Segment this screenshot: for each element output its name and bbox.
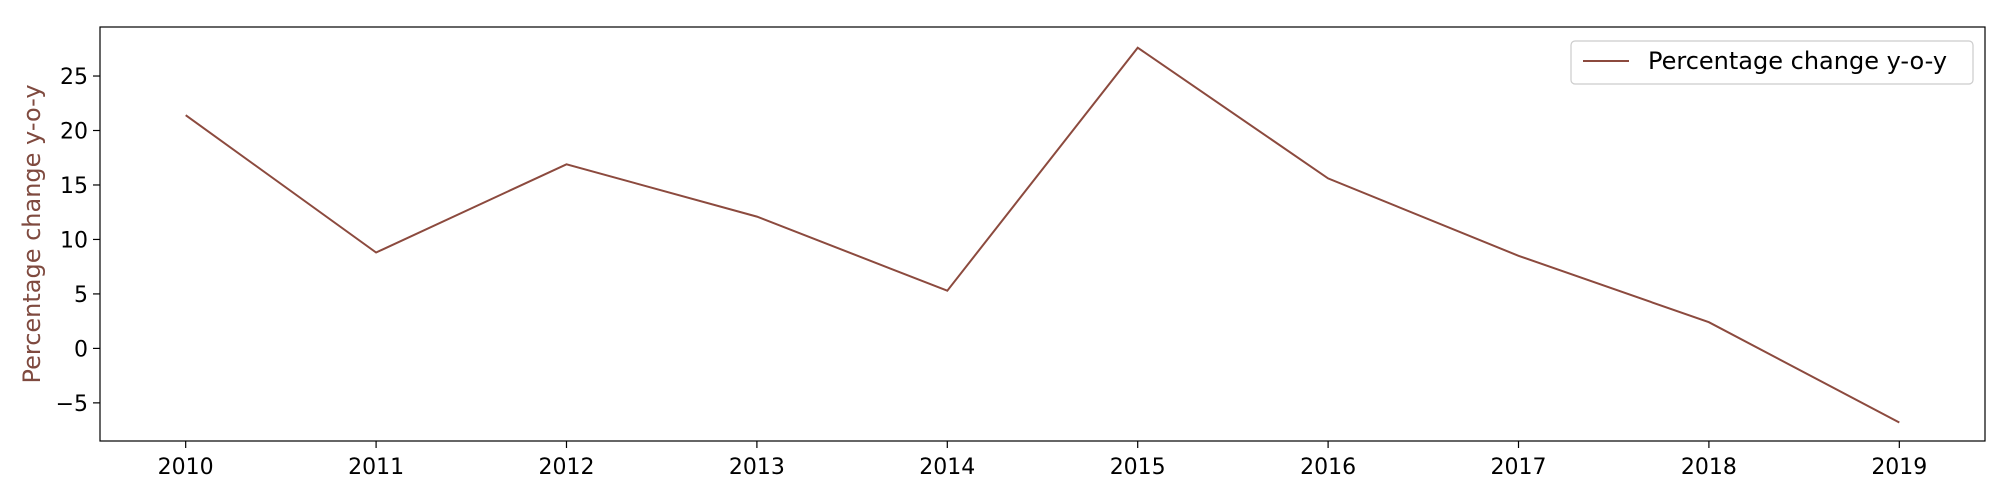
y-tick-label: −5: [56, 392, 88, 417]
y-tick-label: 0: [74, 337, 88, 362]
x-tick-label: 2013: [729, 455, 785, 480]
x-axis: 2010 2011 2012 2013 2014 2015 2016 2017 2018 2019: [158, 441, 1927, 480]
y-axis: −5 0 5 10 15 20 25: [56, 65, 100, 417]
x-tick-label: 2015: [1110, 455, 1166, 480]
y-tick-label: 15: [60, 174, 88, 199]
y-axis-title: Percentage change y-o-y: [18, 84, 46, 383]
x-tick-label: 2014: [919, 455, 975, 480]
y-tick-label: 20: [60, 120, 88, 145]
x-tick-label: 2017: [1491, 455, 1547, 480]
y-tick-label: 5: [74, 283, 88, 308]
y-tick-label: 25: [60, 65, 88, 90]
legend: Percentage change y-o-y: [1570, 40, 1974, 85]
plot-area: [99, 26, 1986, 442]
x-tick-label: 2018: [1681, 455, 1737, 480]
x-tick-label: 2016: [1300, 455, 1356, 480]
x-tick-label: 2011: [348, 455, 404, 480]
legend-label: Percentage change y-o-y: [1648, 47, 1947, 75]
x-tick-label: 2012: [538, 455, 594, 480]
plot-frame: [99, 26, 1986, 442]
y-tick-label: 10: [60, 228, 88, 253]
x-tick-label: 2019: [1871, 455, 1927, 480]
legend-box: [1570, 40, 1974, 85]
series-line: [185, 46, 1900, 424]
x-tick-label: 2010: [158, 455, 214, 480]
